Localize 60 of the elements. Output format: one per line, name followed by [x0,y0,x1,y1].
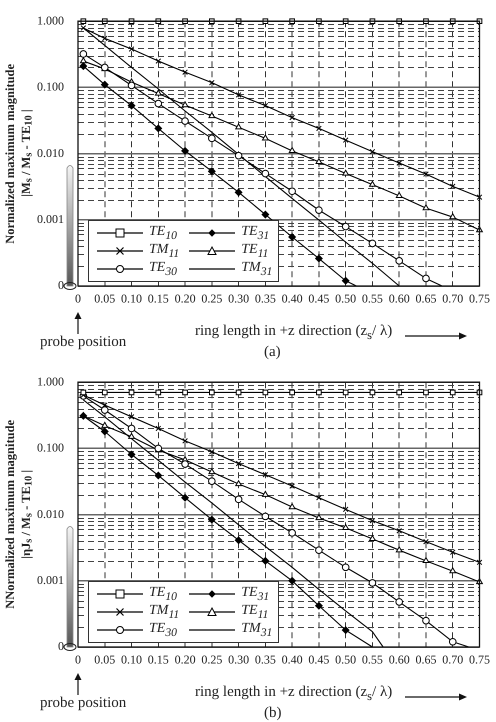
text: (a) [264,344,281,361]
x-tick-label: 0 [75,291,81,306]
y-tick-label: 1.000 [37,13,64,28]
x-tick-label: 0.05 [94,652,116,666]
y-tick-label: 0.001 [37,572,64,587]
x-tick-label: 0.20 [174,291,196,306]
legend-label: TM$_{31}$ [241,260,272,278]
x-tick-label: 0.65 [415,291,436,306]
y-tick-label: 0 [58,639,64,654]
x-tick-label: 0.75 [469,291,490,306]
x-tick-label: 0.20 [174,652,196,666]
x-tick-label: 0.70 [442,291,464,306]
x-tick-label: 0.45 [308,652,330,666]
x-tick-label: 0.35 [254,291,276,306]
legend-label: TE$_{11}$ [241,242,268,260]
x-tick-label: 0.60 [388,291,410,306]
x-tick-label: 0.10 [121,291,142,306]
x-tick-label: 0.55 [362,291,383,306]
x-tick-label: 0.25 [201,291,222,306]
x-tick-label: 0.70 [442,652,464,666]
x-axis-title: ring length in +z direction (z$_{s}$/ λ) [195,323,392,343]
legend-label: TM$_{11}$ [149,603,180,621]
y-tick-label: 0.100 [37,440,64,455]
x-tick-label: 0.50 [335,652,356,666]
x-tick-label: 0.10 [121,652,142,666]
x-tick-label: 0.65 [415,652,436,666]
y-tick-label: 0 [58,278,64,292]
x-tick-label: 0.50 [335,291,356,306]
y-tick-label: 0.010 [37,146,64,160]
x-tick-label: 0.30 [228,652,250,666]
legend-label: TE$_{30}$ [149,260,177,278]
y-tick-label: 1.000 [37,374,64,388]
y-tick-label: 0.001 [37,212,64,226]
x-tick-label: 0.75 [469,652,490,666]
text: probe position [40,334,126,351]
x-tick-label: 0.30 [228,291,250,306]
x-tick-label: 0 [75,652,81,666]
x-tick-label: 0.15 [148,291,169,306]
legend-label: TE$_{30}$ [149,621,177,639]
x-tick-label: 0.40 [282,652,303,666]
x-tick-label: 0.15 [148,652,169,666]
y-tick-label: 0.010 [37,506,64,521]
x-tick-label: 0.60 [388,652,410,666]
legend-label: TE$_{10}$ [149,224,177,242]
y-tick-label: 0.100 [37,80,64,94]
legend-label: TM$_{31}$ [241,621,272,639]
x-tick-label: 0.35 [254,652,276,666]
x-tick-label: 0.05 [94,291,116,306]
x-tick-label: 0.45 [308,291,330,306]
legend-label: TE$_{31}$ [241,585,270,603]
legend-label: TM$_{11}$ [149,242,180,260]
legend-label: TE$_{31}$ [241,224,270,242]
x-tick-label: 0.40 [282,291,303,306]
x-tick-label: 0.55 [362,652,383,666]
legend-label: TE$_{11}$ [241,603,268,621]
text: (b) [264,705,282,722]
x-tick-label: 0.25 [201,652,222,666]
legend-label: TE$_{10}$ [149,585,177,603]
x-axis-title: ring length in +z direction (z$_{s}$/ λ) [195,684,392,704]
text: probe position [40,695,126,712]
